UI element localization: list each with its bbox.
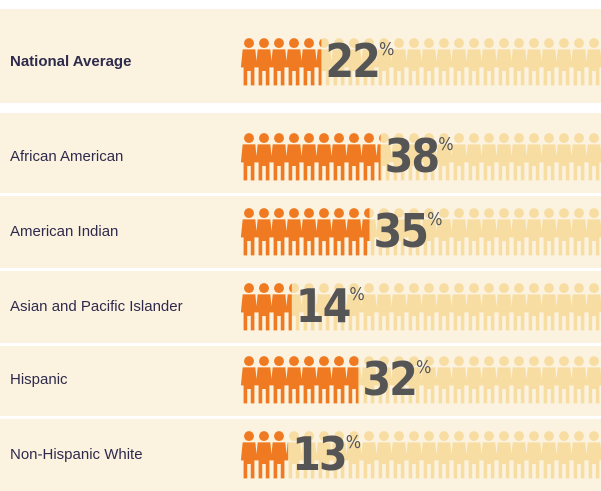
category-label: American Indian	[10, 223, 118, 240]
value-label: 38%	[385, 129, 454, 183]
value-number: 14	[296, 279, 350, 333]
separator	[0, 416, 601, 419]
separator	[0, 343, 601, 346]
value-label: 13%	[292, 427, 361, 481]
value-label: 35%	[374, 204, 443, 258]
value-number: 32	[362, 352, 416, 406]
value-label: 14%	[296, 279, 365, 333]
category-label: African American	[10, 148, 123, 165]
value-unit: %	[427, 209, 442, 230]
value-unit: %	[346, 432, 361, 453]
value-number: 13	[292, 427, 346, 481]
value-unit: %	[349, 284, 364, 305]
value-label: 32%	[362, 352, 431, 406]
top-band	[0, 0, 601, 9]
category-label: Asian and Pacific Islander	[10, 298, 183, 315]
value-number: 38	[385, 129, 439, 183]
value-number: 35	[374, 204, 428, 258]
category-label: National Average	[10, 53, 131, 70]
value-unit: %	[416, 357, 431, 378]
separator	[0, 268, 601, 271]
category-label: Hispanic	[10, 371, 68, 388]
value-label: 22%	[325, 34, 394, 88]
value-unit: %	[438, 134, 453, 155]
value-unit: %	[379, 39, 394, 60]
value-number: 22	[325, 34, 379, 88]
separator	[0, 103, 601, 113]
category-label: Non-Hispanic White	[10, 446, 143, 463]
separator	[0, 193, 601, 196]
